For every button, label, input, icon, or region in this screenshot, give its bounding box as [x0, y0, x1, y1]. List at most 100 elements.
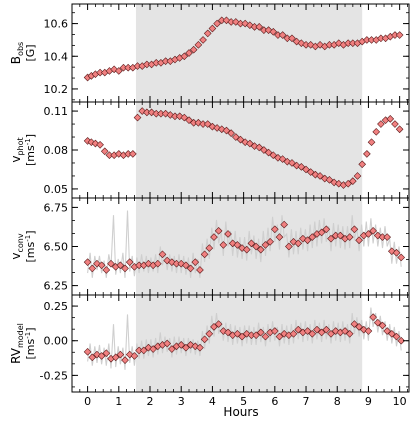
data-point — [116, 350, 125, 359]
x-tick-label: 5 — [240, 395, 247, 408]
data-point — [100, 147, 109, 156]
data-point — [303, 236, 312, 245]
data-point — [91, 139, 100, 148]
data-point — [133, 113, 142, 122]
data-point — [388, 329, 396, 338]
x-tick-label: 1 — [115, 395, 122, 408]
data-point — [392, 248, 401, 257]
y-tick-label: 0.08 — [44, 144, 69, 157]
data-point — [231, 133, 240, 141]
y-label-main: B — [9, 56, 23, 64]
data-point — [344, 179, 352, 188]
data-point — [88, 353, 97, 362]
data-point — [233, 329, 242, 338]
data-point — [373, 318, 382, 327]
data-point — [121, 356, 129, 364]
data-point — [191, 258, 200, 266]
data-point — [269, 27, 278, 36]
data-point — [149, 345, 157, 353]
y-units-text: [G] — [24, 44, 37, 61]
data-point — [377, 120, 385, 128]
data-point — [200, 250, 209, 259]
data-point — [255, 143, 264, 152]
data-point — [397, 253, 406, 262]
data-point — [397, 336, 406, 345]
data-point — [270, 225, 279, 234]
data-point — [246, 21, 254, 30]
x-tick-label: 9 — [365, 395, 372, 408]
data-point — [322, 325, 331, 334]
data-point — [214, 227, 223, 235]
data-point — [275, 233, 284, 241]
data-point — [395, 31, 404, 39]
data-point — [210, 233, 218, 241]
y-label-subscript: phot — [16, 137, 25, 155]
data-point — [306, 168, 315, 176]
data-point — [238, 332, 246, 341]
data-markers — [83, 16, 404, 82]
data-point — [231, 18, 240, 26]
data-point — [83, 347, 92, 356]
data-point — [210, 323, 218, 331]
y-axis-label: vphot — [9, 137, 25, 162]
data-point — [308, 329, 317, 338]
y-axis-units: [ms-1] — [24, 230, 37, 262]
data-point — [325, 176, 334, 184]
data-point — [96, 140, 104, 149]
data-point — [372, 128, 381, 136]
data-point — [121, 264, 129, 273]
data-point — [222, 126, 231, 135]
y-tick-label: 0.11 — [44, 105, 69, 118]
y-units-superscript: -1 — [24, 138, 32, 145]
y-tick-label: 0.25 — [44, 300, 69, 313]
data-point — [316, 172, 324, 180]
data-point — [327, 329, 335, 338]
x-tick-label: 6 — [271, 395, 278, 408]
data-point — [378, 321, 387, 330]
data-point — [217, 125, 226, 134]
data-point — [196, 343, 204, 352]
y-tick-label: 10.4 — [44, 50, 69, 63]
data-point — [256, 245, 265, 254]
y-label-main: RV — [9, 347, 23, 364]
data-point — [350, 320, 359, 328]
y-label-subscript: conv — [16, 233, 25, 252]
data-point — [363, 150, 371, 158]
y-axis-label: vconv — [9, 233, 25, 259]
data-point — [213, 124, 221, 132]
data-point — [266, 237, 274, 246]
data-point — [353, 172, 362, 180]
data-point — [252, 331, 260, 340]
data-point — [177, 341, 186, 349]
data-markers — [83, 220, 406, 274]
data-point — [383, 327, 391, 335]
data-point — [303, 327, 312, 335]
data-point — [292, 161, 301, 170]
data-point — [383, 233, 391, 241]
data-point — [83, 258, 92, 266]
data-point — [255, 23, 264, 31]
data-point — [180, 113, 189, 122]
data-point — [189, 45, 198, 54]
data-point — [163, 339, 171, 348]
data-point — [214, 320, 223, 328]
data-point — [219, 327, 228, 335]
data-point — [392, 332, 401, 341]
data-point — [395, 125, 404, 134]
data-point — [369, 227, 377, 235]
data-point — [224, 328, 232, 337]
data-point — [203, 29, 212, 38]
data-point — [233, 241, 242, 249]
data-point — [327, 234, 335, 243]
data-point — [111, 353, 120, 362]
data-point — [200, 335, 209, 344]
data-point — [242, 245, 251, 254]
data-point — [285, 242, 293, 251]
data-point — [320, 174, 329, 183]
data-point — [252, 242, 260, 251]
data-point — [205, 329, 214, 338]
y-units-text: [ms — [24, 339, 37, 360]
data-point — [294, 325, 303, 334]
